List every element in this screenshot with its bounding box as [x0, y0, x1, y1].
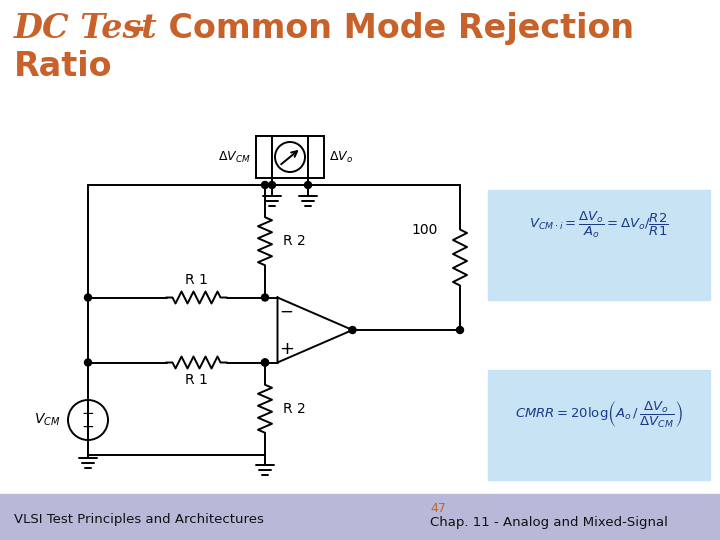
Bar [488, 370, 710, 480]
Circle shape [261, 359, 269, 366]
Bar [256, 136, 324, 178]
Circle shape [305, 181, 312, 188]
Text: −: − [279, 302, 294, 321]
Text: +: + [279, 340, 294, 357]
Text: +: + [81, 420, 94, 435]
Text: −: − [81, 406, 94, 421]
Circle shape [456, 327, 464, 334]
Text: R 1: R 1 [185, 273, 208, 287]
Text: 100: 100 [412, 222, 438, 237]
Bar [0, 494, 720, 540]
Circle shape [261, 181, 269, 188]
Text: –  Common Mode Rejection: – Common Mode Rejection [117, 12, 634, 45]
Circle shape [269, 181, 276, 188]
Text: DC Test: DC Test [14, 12, 158, 45]
Circle shape [84, 359, 91, 366]
Text: R 2: R 2 [283, 234, 306, 248]
Text: R 2: R 2 [283, 402, 306, 416]
Circle shape [349, 327, 356, 334]
Text: $CMRR = 20\log\!\left(A_o\,/\,\dfrac{\Delta V_o}{\Delta V_{CM}}\right)$: $CMRR = 20\log\!\left(A_o\,/\,\dfrac{\De… [515, 400, 683, 430]
Circle shape [84, 294, 91, 301]
Text: 47: 47 [430, 502, 446, 515]
Text: VLSI Test Principles and Architectures: VLSI Test Principles and Architectures [14, 512, 264, 525]
Text: $\Delta V_o$: $\Delta V_o$ [329, 150, 353, 165]
Text: Ratio: Ratio [14, 50, 112, 83]
Bar [488, 190, 710, 300]
Circle shape [261, 294, 269, 301]
Circle shape [261, 359, 269, 366]
Text: $V_{CM}$: $V_{CM}$ [34, 412, 60, 428]
Text: R 1: R 1 [185, 374, 208, 388]
Text: Chap. 11 - Analog and Mixed-Signal: Chap. 11 - Analog and Mixed-Signal [430, 516, 668, 529]
Text: $V_{CM \cdot i} = \dfrac{\Delta V_o}{A_o} = \Delta V_o / \dfrac{R2}{R1}$: $V_{CM \cdot i} = \dfrac{\Delta V_o}{A_o… [529, 210, 669, 240]
Text: $\Delta V_{CM}$: $\Delta V_{CM}$ [218, 150, 251, 165]
